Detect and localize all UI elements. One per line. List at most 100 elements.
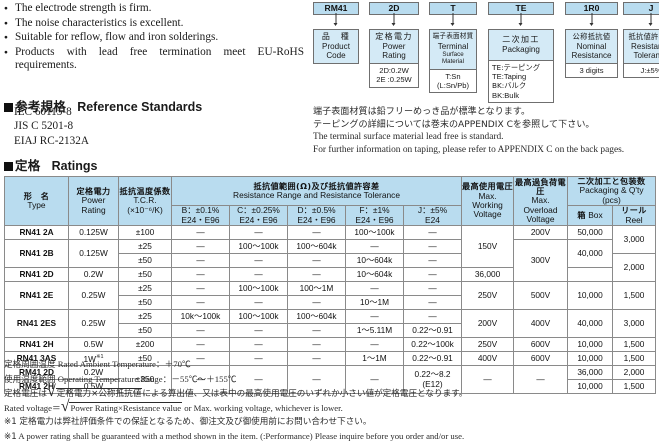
- cell-tol-j: —: [402, 309, 463, 325]
- cell-tol-j: —: [402, 225, 463, 241]
- cell-tol-c: —: [229, 365, 288, 395]
- pn-desc-jp: 品 種: [321, 32, 351, 41]
- th-power-en2: Rating: [81, 204, 106, 215]
- heading-en: Reference Standards: [77, 100, 203, 114]
- down-arrow-icon: [518, 13, 523, 26]
- th-mo-en: Max. Overload: [523, 195, 558, 215]
- footnote-operating-temp-range: 使用温度範囲 Operating Temperature Range：－55℃～…: [4, 372, 656, 387]
- cell-box: 10,000: [567, 337, 614, 353]
- pn-desc-jp: 抵抗値許容差: [628, 32, 659, 41]
- cell-max-overload: 600V: [513, 351, 569, 367]
- pn-value: T:Sn: [445, 72, 461, 82]
- packaging-notes: 端子表面材質は鉛フリーめっき品が標準となります。 テーピングの詳細については巻末…: [313, 106, 659, 156]
- reference-standards-list: IEC 60115-8 JIS C 5201-8 EIAJ RC-2132A: [14, 105, 89, 148]
- pn-desc-jp: 定格電力: [375, 32, 413, 41]
- cell-reel: 1,500: [612, 351, 657, 367]
- table-row: ±50 — — — 1～5.11M 0.22～0.91: [5, 323, 656, 339]
- th-mw-jp: 最高使用電圧: [462, 181, 513, 192]
- th-type-jp: 形 名: [23, 190, 50, 201]
- square-bullet-icon: [4, 103, 13, 112]
- cell-power-footnote-marker: ※1: [95, 353, 104, 360]
- th-power-jp: 定格電力: [76, 185, 111, 196]
- pn-column-packaging: TE 二次加工 Packaging TE:テーピング TE:Taping BK:…: [488, 2, 554, 103]
- pn-value: 2E :0.25W: [376, 75, 412, 85]
- cell-tol-j: 0.22～8.2 (E12): [402, 365, 463, 395]
- th-tol-c-l1: C：±0.25%: [237, 205, 280, 216]
- th-mo-en2: Voltage: [526, 214, 555, 225]
- cell-tol-b: —: [171, 337, 230, 353]
- cell-box: 40,000: [567, 309, 614, 339]
- pn-desc-en2: Code: [326, 50, 346, 60]
- cell-tol-d: 100～604k: [287, 309, 346, 325]
- pn-value: TE:テーピング: [492, 62, 541, 72]
- cell-tcr: ±50: [118, 295, 172, 311]
- cell-power: 0.5W: [68, 337, 119, 353]
- cell-tol-j: 0.22～0.91: [402, 323, 463, 339]
- pn-desc-en: Resistance: [630, 41, 659, 51]
- ratings-table: 形 名 Type 定格電力 Power Rating 抵抗温度係数 T.C.R.…: [4, 175, 657, 395]
- cell-tol-d: —: [287, 295, 346, 311]
- footnote-en: A power rating shall be guaranteed with …: [16, 430, 465, 441]
- cell-max-working: 400V: [461, 351, 515, 367]
- ratings-table-body: RN41 2A 0.125W ±100 — — — 100～100k — 150…: [4, 225, 657, 395]
- cell-type: RN41 2A: [4, 225, 69, 241]
- cell-tol-d: —: [287, 253, 346, 269]
- footnote-rated-voltage-jp: 定格電圧は√定格電力×公称抵抗値による算出値、又は表中の最高使用電圧のいずれか小…: [4, 383, 656, 401]
- th-reel-jp: リール: [621, 205, 647, 216]
- cell-tol-f: 1～5.11M: [345, 323, 404, 339]
- cell-power: 0.125W: [68, 239, 119, 269]
- cell-tcr: ±50: [118, 253, 172, 269]
- pn-desc-jp: 公称抵抗値: [572, 32, 611, 41]
- table-row: RM41 2H 0.5W 10,000 1,500: [4, 379, 657, 395]
- footnote-jp-post: による算出値、又は表中の最高使用電圧のいずれか小さい値が定格電圧となります。: [142, 389, 468, 400]
- cell-tol-b: —: [171, 295, 230, 311]
- cell-tol-c: —: [229, 267, 288, 283]
- sqrt-icon: √: [46, 383, 56, 401]
- section-heading-reference-standards: 参考規格 Reference Standards: [4, 96, 202, 115]
- table-row: ±50 — — — 10～1M —: [5, 295, 656, 311]
- feature-item: The noise characteristics is excellent.: [4, 17, 304, 31]
- cell-type: RM41 2H: [4, 379, 69, 395]
- pn-desc-en: Nominal: [576, 41, 607, 51]
- cell-tol-c: 100～100k: [229, 309, 288, 325]
- cell-tol-j: —: [402, 281, 463, 297]
- table-row: RN41 2ES 0.25W ±25 10k～100k 100～100k 100…: [4, 309, 657, 339]
- footnote-power-rating-note-jp: ※1 定格電力は弊社評価条件での保証となるため、御注文及び御使用前にお問い合わせ…: [4, 414, 656, 429]
- cell-tol-c: —: [229, 337, 288, 353]
- cell-tol-c: —: [229, 295, 288, 311]
- th-tcr-en: T.C.R.: [133, 195, 157, 206]
- pn-value: 2D:0.2W: [379, 66, 409, 76]
- cell-tol-d: —: [287, 337, 346, 353]
- pn-desc-box: 二次加工 Packaging: [488, 29, 554, 60]
- th-max-working-voltage: 最高使用電圧 Max. Working Voltage: [461, 175, 515, 227]
- th-tol-f-l2: E24・E96: [355, 214, 394, 225]
- th-tcr-jp: 抵抗温度係数: [119, 185, 171, 196]
- cell-max-overload: 500V: [513, 281, 569, 311]
- cell-box: 40,000: [567, 239, 614, 269]
- cell-box: 10,000: [567, 281, 614, 311]
- packaging-note: 端子表面材質は鉛フリーめっき品が標準となります。: [313, 107, 531, 117]
- cell-max-working: 200V: [461, 309, 515, 339]
- cell-tol-d: —: [287, 365, 346, 395]
- th-tol-d-l1: D：±0.5%: [297, 205, 336, 216]
- pn-column-power-rating: 2D 定格電力 Power Rating 2D:0.2W 2E :0.25W: [369, 2, 419, 88]
- cell-tol-b: —: [171, 239, 230, 255]
- pn-value-box: J:±5%: [623, 63, 659, 79]
- section-heading-ratings: 定格 Ratings: [4, 155, 97, 174]
- pn-column-resistance-tolerance: J 抵抗値許容差 Resistance Tolerance J:±5%: [623, 2, 659, 79]
- down-arrow-icon: [648, 13, 653, 26]
- th-pkg-jp: 二次加工と包装数: [577, 176, 646, 186]
- feature-item: Suitable for reflow, flow and iron solde…: [4, 31, 304, 45]
- th-res-en: Resistance Range and Resistance Toleranc…: [233, 190, 400, 201]
- cell-tol-f: 10～604k: [345, 267, 404, 283]
- table-row: RN41 2H 0.5W ±200 — — — — 0.22～100k 250V…: [4, 337, 657, 353]
- th-tolerance-j: J：±5% E24: [402, 205, 463, 227]
- th-box: 箱 Box: [567, 205, 614, 227]
- down-arrow-icon: [450, 13, 455, 26]
- table-row: RN41 2D 0.2W ±50 — — — 10～604k — 36,000: [4, 267, 656, 283]
- pn-desc-en2: Rating: [382, 50, 406, 60]
- pn-column-terminal-material: T 端子表面材質 Terminal Surface Material T:Sn …: [429, 2, 477, 94]
- th-tolerance-d: D：±0.5% E24・E96: [287, 205, 346, 227]
- down-arrow-icon: [391, 13, 396, 26]
- th-tol-j-l1: J：±5%: [417, 205, 448, 216]
